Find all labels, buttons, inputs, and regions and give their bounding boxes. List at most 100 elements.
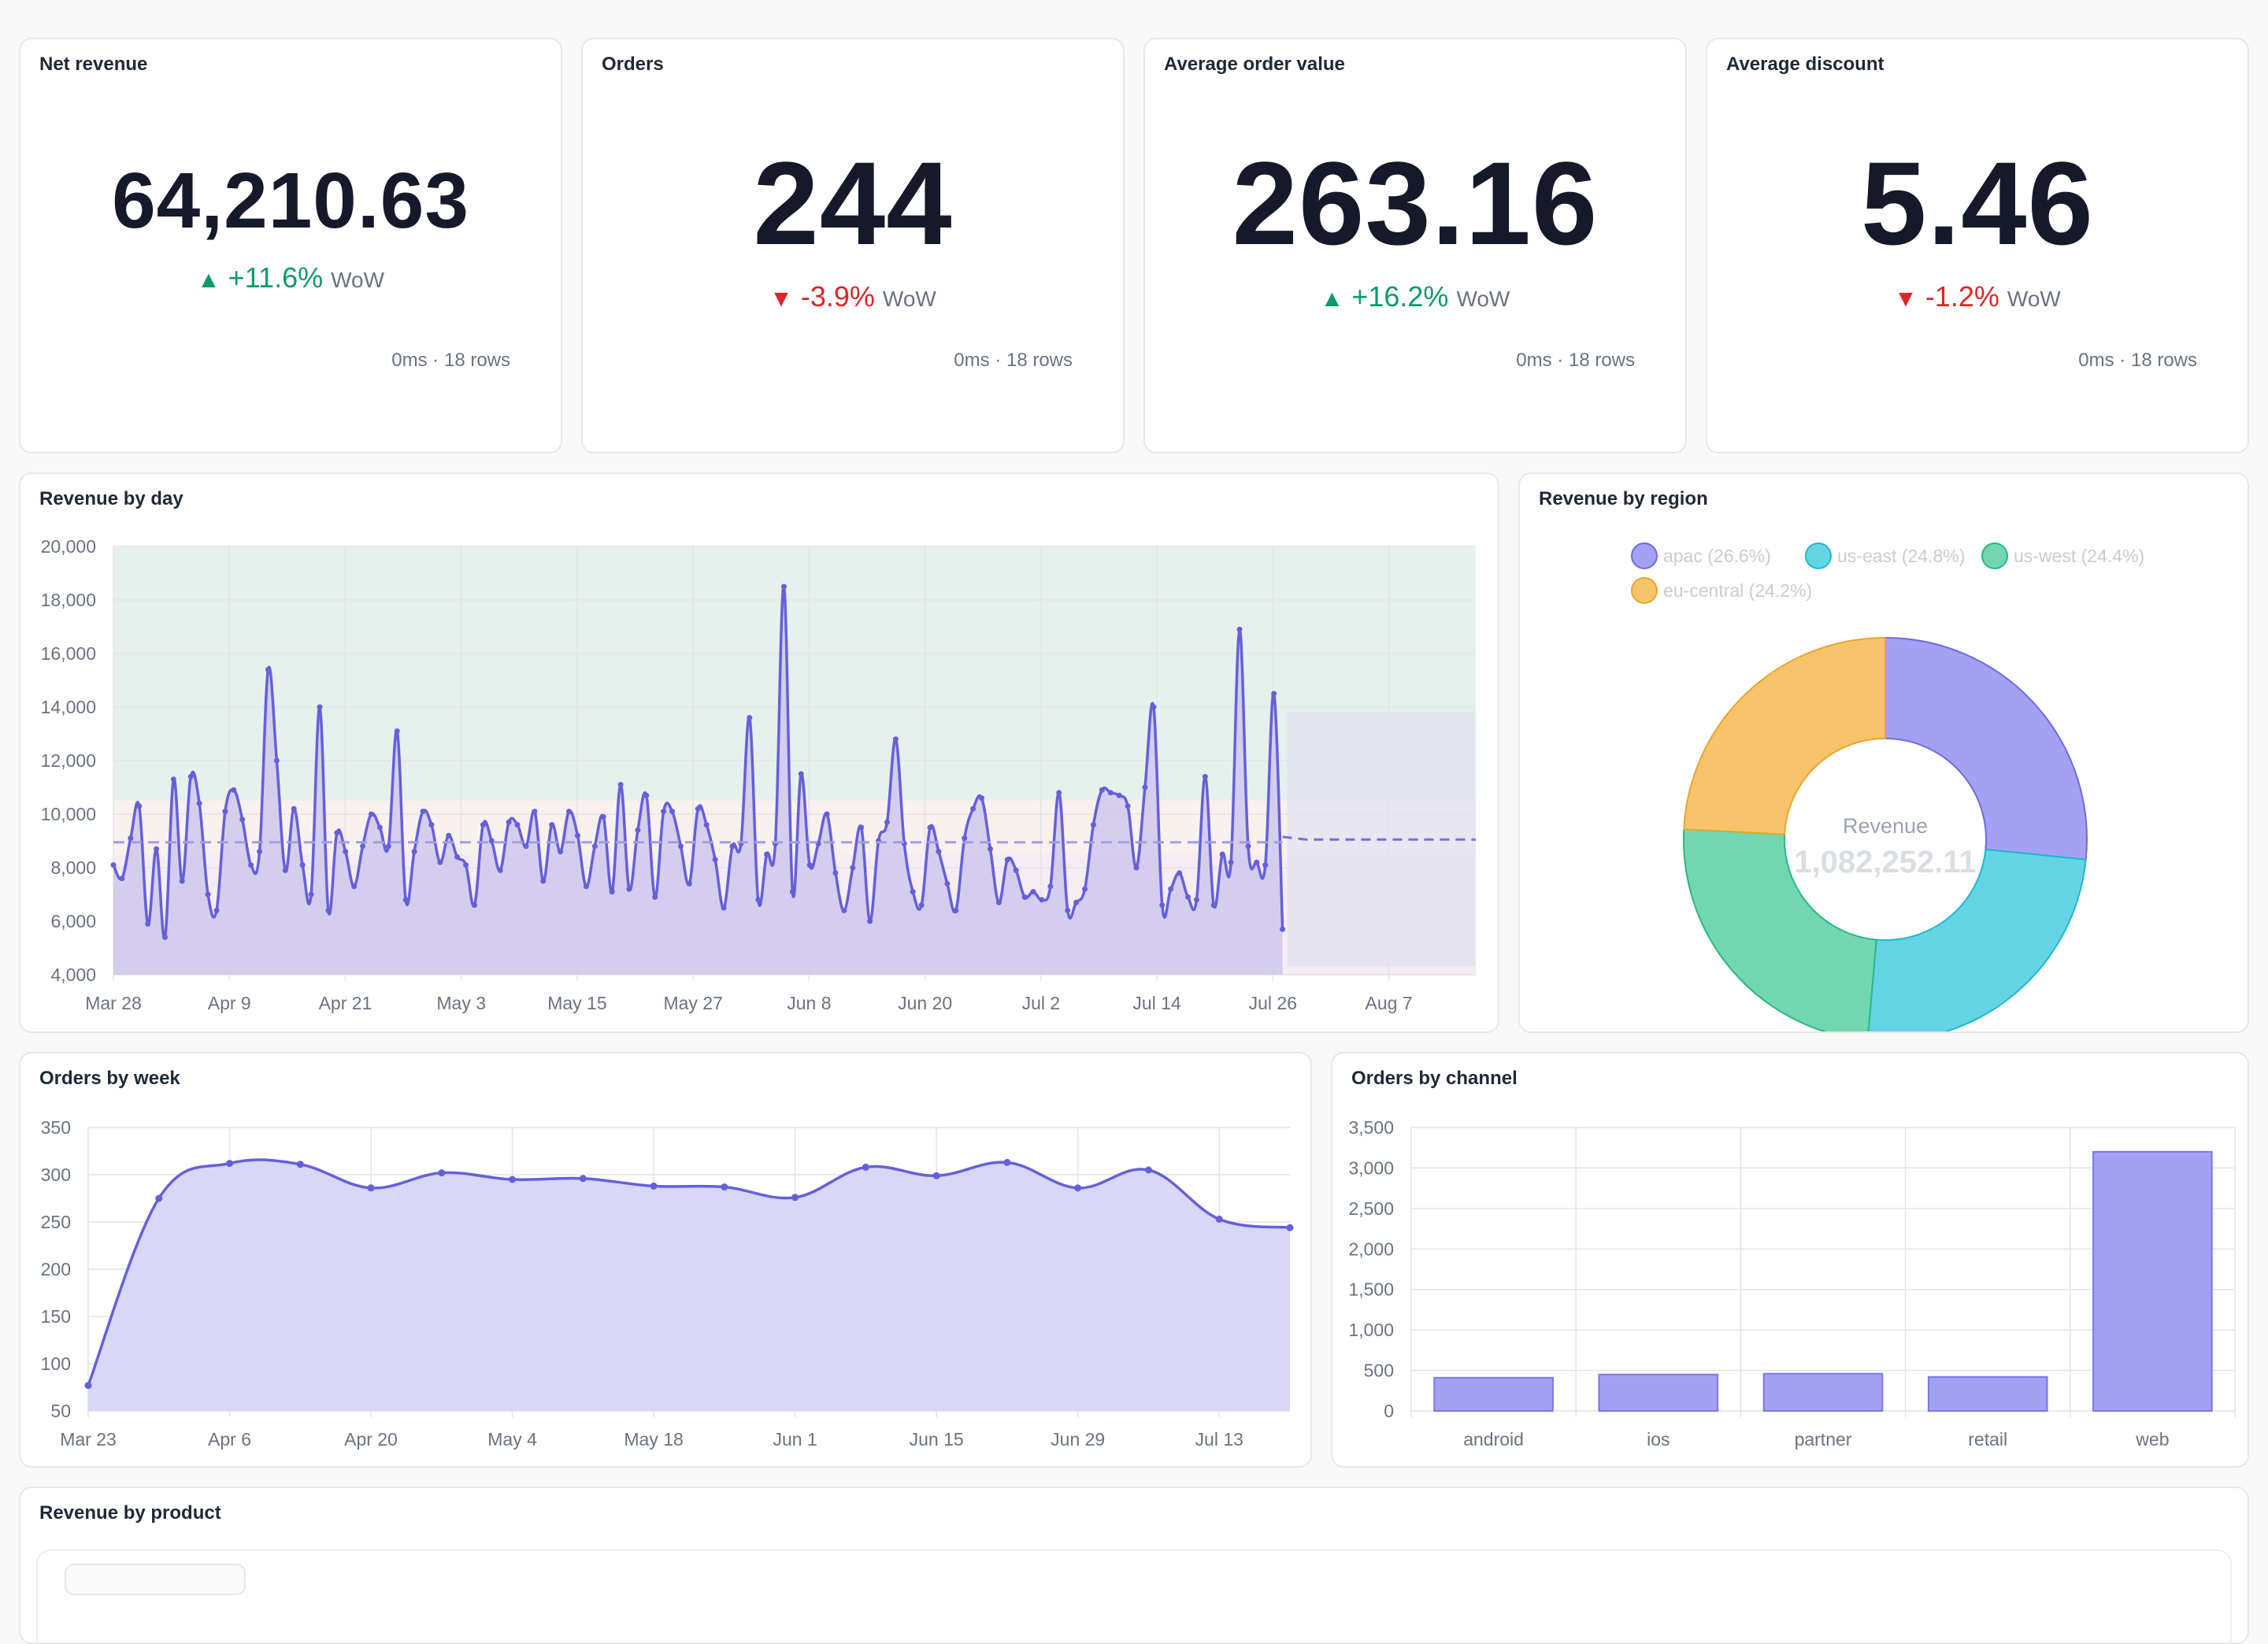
data-point	[480, 822, 486, 828]
data-point	[411, 849, 417, 855]
data-point	[1254, 859, 1260, 865]
data-point	[791, 1194, 799, 1202]
y-tick-label: 4,000	[50, 965, 96, 985]
x-tick-label: Apr 9	[208, 993, 251, 1013]
data-point	[1065, 907, 1071, 913]
data-point	[1177, 870, 1183, 876]
data-point	[367, 1184, 375, 1192]
chart-title: Revenue by day	[39, 488, 183, 509]
data-point	[1107, 790, 1114, 796]
orders-by-week-chart: 350 300 250 200 150 100 50 Mar 23 Apr 6 Apr 20 May…	[41, 1117, 1294, 1450]
data-point	[385, 843, 391, 850]
data-point	[643, 792, 650, 798]
legend-label: apac (26.6%)	[1663, 546, 1771, 566]
data-point	[1004, 857, 1010, 863]
data-point	[936, 849, 942, 855]
kpi-change: ▼ -3.9% WoW	[583, 280, 1123, 313]
bar-ios	[1598, 1373, 1719, 1413]
bar-android	[1433, 1376, 1554, 1413]
x-tick-label: Mar 23	[60, 1429, 117, 1450]
data-point	[927, 824, 933, 831]
data-point	[282, 867, 288, 873]
data-point	[721, 1183, 728, 1191]
pie-slice-us-east	[1867, 848, 2087, 1031]
kpi-meta: 0ms · 18 rows	[1516, 350, 1635, 371]
y-tick-label: 14,000	[41, 697, 96, 717]
y-tick-label: 50	[50, 1401, 71, 1421]
data-point	[1219, 851, 1225, 857]
y-tick-label: 3,500	[1348, 1117, 1394, 1138]
data-point	[747, 715, 753, 721]
kpi-meta: 0ms · 18 rows	[2078, 350, 2197, 371]
kpi-title: Net revenue	[39, 54, 148, 75]
data-point	[1245, 843, 1251, 850]
x-tick-label: Apr 6	[208, 1429, 251, 1450]
kpi-card-orders: Orders 244 ▼ -3.9% WoW 0ms · 18 rows	[581, 38, 1125, 454]
data-point	[1082, 886, 1088, 892]
y-tick-label: 20,000	[41, 536, 96, 557]
data-point	[932, 1172, 940, 1179]
data-point	[824, 811, 830, 817]
data-point	[1215, 1215, 1223, 1223]
y-tick-label: 0	[1384, 1401, 1394, 1421]
x-tick-label: Apr 20	[344, 1429, 398, 1450]
y-tick-label: 8,000	[50, 857, 96, 878]
legend-label: eu-central (24.2%)	[1663, 580, 1812, 601]
data-point	[867, 918, 873, 924]
data-point	[446, 832, 452, 839]
data-point	[858, 824, 865, 831]
data-point	[1021, 894, 1028, 900]
pie-slice-us-west	[1683, 828, 1877, 1031]
data-point	[549, 822, 555, 828]
data-point	[506, 819, 512, 825]
donut-center-value: 1,082,252.11	[1794, 845, 1976, 879]
legend-label: us-east (24.8%)	[1837, 546, 1965, 566]
kpi-change: ▲ +11.6% WoW	[20, 261, 561, 294]
data-point	[764, 851, 770, 857]
kpi-value: 64,210.63	[112, 157, 469, 245]
x-tick-label: Jul 26	[1249, 993, 1297, 1013]
data-point	[729, 843, 736, 850]
chart-title: Revenue by region	[1539, 488, 1708, 509]
y-tick-label: 1,500	[1348, 1279, 1394, 1300]
data-point	[231, 787, 237, 793]
y-tick-label: 18,000	[41, 590, 96, 610]
data-point	[110, 862, 117, 868]
data-point	[579, 1175, 587, 1183]
pie-slice-apac	[1884, 636, 2088, 861]
data-point	[463, 862, 469, 868]
data-point	[1142, 784, 1148, 791]
legend-label: us-west (24.4%)	[2014, 546, 2144, 566]
y-tick-label: 1,000	[1348, 1320, 1394, 1340]
data-point	[179, 878, 185, 884]
data-point	[712, 857, 718, 863]
data-point	[609, 889, 615, 895]
data-point	[1090, 822, 1096, 828]
legend-swatch	[1805, 542, 1832, 569]
data-point	[222, 809, 228, 815]
data-point	[317, 704, 323, 710]
revenue-by-day-chart: 20,000 18,000 16,000 14,000 12,000 10,000 8,00…	[41, 536, 1476, 1013]
x-tick-label: May 15	[547, 993, 606, 1013]
x-tick-label: May 18	[624, 1429, 683, 1450]
data-point	[213, 907, 220, 913]
data-point	[1202, 773, 1208, 779]
data-point	[454, 853, 461, 860]
data-point	[509, 1176, 517, 1183]
data-point	[862, 1163, 869, 1171]
data-point	[514, 822, 521, 828]
data-point	[918, 902, 925, 909]
data-point	[1236, 626, 1243, 632]
kpi-meta: 0ms · 18 rows	[391, 350, 510, 371]
data-point	[540, 878, 547, 884]
y-tick-label: 500	[1364, 1361, 1394, 1381]
product-filter-pill[interactable]	[65, 1564, 246, 1595]
data-point	[591, 843, 598, 850]
kpi-change-period: WoW	[882, 287, 936, 311]
data-point	[755, 897, 762, 903]
kpi-value: 244	[753, 137, 953, 269]
donut-center-label: Revenue	[1843, 814, 1928, 838]
x-tick-label: Jun 29	[1051, 1429, 1105, 1450]
bar-partner	[1762, 1372, 1884, 1412]
data-point	[703, 822, 710, 828]
